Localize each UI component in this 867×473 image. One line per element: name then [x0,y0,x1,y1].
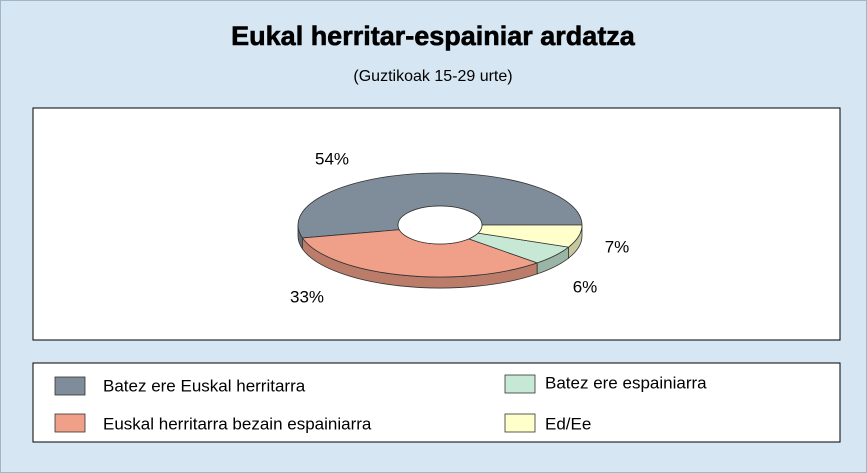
legend-label: Batez ere espainiarra [545,373,707,392]
legend-swatch [504,374,536,394]
chart-title: Eukal herritar-espainiar ardatza [231,21,636,51]
data-label: 54% [315,149,349,168]
legend-label: Batez ere Euskal herritarra [103,376,306,395]
data-label: 7% [605,237,630,256]
legend-swatch [54,413,86,433]
legend-swatch [54,376,86,396]
data-label: 6% [573,277,598,296]
legend-label: Ed/Ee [545,414,591,433]
data-label: 33% [290,287,324,306]
hole [397,205,483,245]
legend [32,362,841,443]
chart-subtitle: (Guztikoak 15-29 urte) [353,68,512,85]
legend-swatch [504,413,536,433]
legend-label: Euskal herritarra bezain espainiarra [103,414,372,433]
